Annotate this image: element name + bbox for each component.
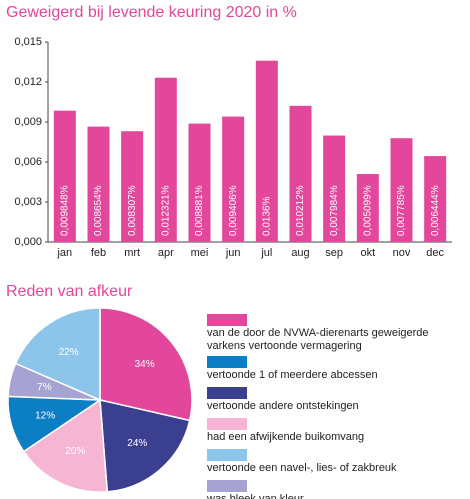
pie-slice — [99, 307, 193, 422]
y-tick-label: 0,012 — [14, 76, 42, 88]
bar — [121, 131, 144, 242]
legend-swatch — [207, 418, 247, 430]
legend-label: vertoonde een navel-, lies- of zakbreuk — [207, 462, 397, 474]
pie-slice — [99, 399, 191, 493]
x-tick-label: jun — [225, 247, 241, 259]
slice-label: 24% — [127, 438, 147, 449]
slice-label: 22% — [59, 347, 79, 358]
y-tick-label: 0,006 — [14, 156, 42, 168]
bar — [424, 156, 447, 242]
slice-label: 20% — [65, 446, 85, 457]
bar-title: Geweigerd bij levende keuring 2020 in % — [6, 4, 297, 21]
legend-label: vertoonde 1 of meerdere abcessen — [207, 369, 378, 381]
value-label: 0,006444% — [430, 185, 441, 236]
legend-entry: had een afwijkende buikomvang — [207, 431, 365, 443]
x-tick-label: jul — [260, 247, 272, 259]
pie-slice — [14, 307, 101, 402]
slice-label: 12% — [35, 410, 55, 421]
bar — [53, 110, 76, 243]
legend-swatch — [207, 387, 247, 399]
legend-swatch — [207, 314, 247, 326]
x-tick-label: mei — [191, 247, 209, 259]
x-tick-label: nov — [393, 247, 411, 259]
x-tick-label: apr — [158, 247, 174, 259]
slice-label: 34% — [135, 359, 155, 370]
legend-swatch — [207, 480, 247, 492]
y-tick-label: 0,015 — [14, 36, 42, 48]
value-label: 0,0136% — [261, 196, 272, 236]
bar — [188, 123, 211, 242]
value-label: 0,007984% — [329, 185, 340, 236]
legend-swatch — [207, 356, 247, 368]
value-label: 0,005099% — [362, 185, 373, 236]
value-label: 0,008881% — [194, 185, 205, 236]
value-label: 0,008307% — [127, 185, 138, 236]
legend-label: had een afwijkende buikomvang — [207, 431, 365, 443]
bar — [390, 138, 413, 242]
slice-label: 7% — [37, 382, 52, 393]
legend-entry: vertoonde andere ontstekingen — [207, 400, 359, 412]
pie-title: Reden van afkeur — [6, 283, 133, 300]
bar — [255, 60, 278, 242]
bar — [289, 105, 312, 242]
value-label: 0,009406% — [228, 185, 239, 236]
value-label: 0,008654% — [93, 185, 104, 236]
y-tick-label: 0,009 — [14, 116, 42, 128]
x-tick-label: jan — [56, 247, 72, 259]
y-tick-label: 0,003 — [14, 196, 42, 208]
x-tick-label: mrt — [124, 247, 140, 259]
value-label: 0,007785% — [396, 185, 407, 236]
value-label: 0,010212% — [295, 185, 306, 236]
value-label: 0,009848% — [59, 185, 70, 236]
legend-label: vertoonde andere ontstekingen — [207, 400, 359, 412]
legend-entry: vertoonde 1 of meerdere abcessen — [207, 369, 378, 381]
bar — [356, 174, 379, 242]
x-tick-label: okt — [360, 247, 375, 259]
bar — [323, 135, 346, 242]
legend-entry: was bleek van kleur — [207, 493, 304, 499]
pie-slice — [22, 398, 109, 493]
x-tick-label: dec — [426, 247, 444, 259]
legend-swatch — [207, 449, 247, 461]
bar — [222, 116, 245, 242]
legend-entry: van de door de NVWA-dierenarts geweigerd… — [207, 327, 429, 352]
legend-label: was bleek van kleur — [207, 493, 304, 499]
x-tick-label: sep — [325, 247, 343, 259]
value-label: 0,012321% — [160, 185, 171, 236]
x-tick-label: aug — [291, 247, 309, 259]
legend-label: van de door de NVWA-dierenarts geweigerd… — [207, 327, 429, 352]
x-tick-label: feb — [91, 247, 106, 259]
bar — [154, 77, 177, 242]
y-tick-label: 0,000 — [14, 236, 42, 248]
legend-entry: vertoonde een navel-, lies- of zakbreuk — [207, 462, 397, 474]
bar — [87, 126, 110, 242]
